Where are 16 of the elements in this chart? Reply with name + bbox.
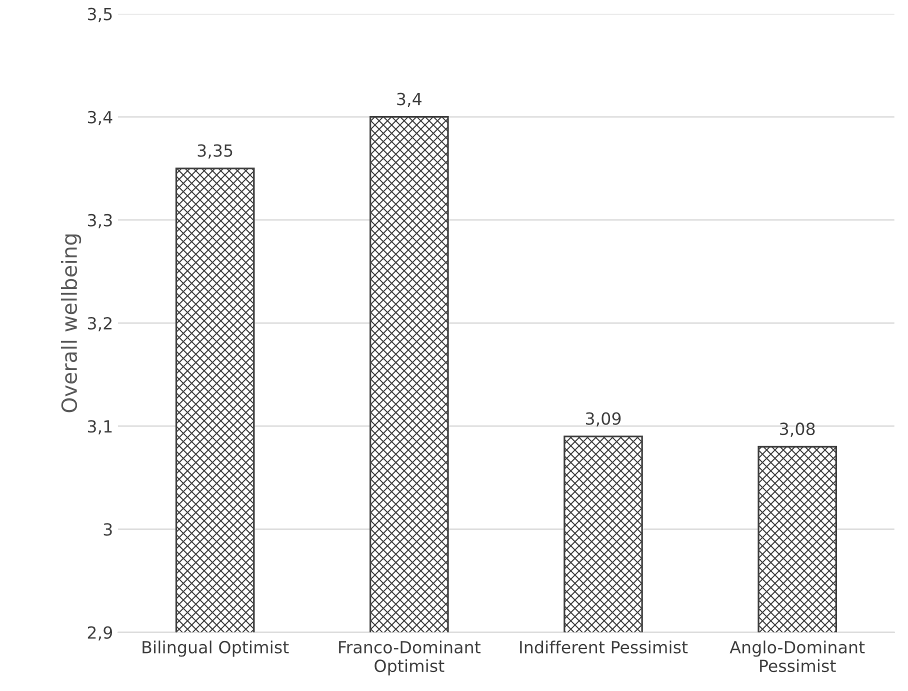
x-tick-label: Anglo-Dominant Pessimist [730,640,865,672]
data-label: 3,35 [198,144,232,159]
data-label: 3,4 [397,92,422,108]
data-label: 3,08 [780,422,815,437]
data-label: 3,09 [586,412,621,427]
x-tick-label: Franco-Dominant Optimist [339,640,480,676]
y-tick-label: 3,4 [88,110,112,126]
x-tick-label: Bilingual Optimist [142,640,289,657]
y-axis-title: Overall wellbeing [60,234,82,412]
y-tick-label: 3,1 [88,420,112,434]
y-tick-label: 3,3 [88,214,112,228]
y-tick-label: 3,2 [88,317,112,332]
y-tick-label: 3,5 [88,8,112,22]
x-tick-label: Indifferent Pessimist [520,640,688,654]
y-tick-label: 2,9 [88,626,112,641]
y-tick-label: 3 [104,523,112,536]
